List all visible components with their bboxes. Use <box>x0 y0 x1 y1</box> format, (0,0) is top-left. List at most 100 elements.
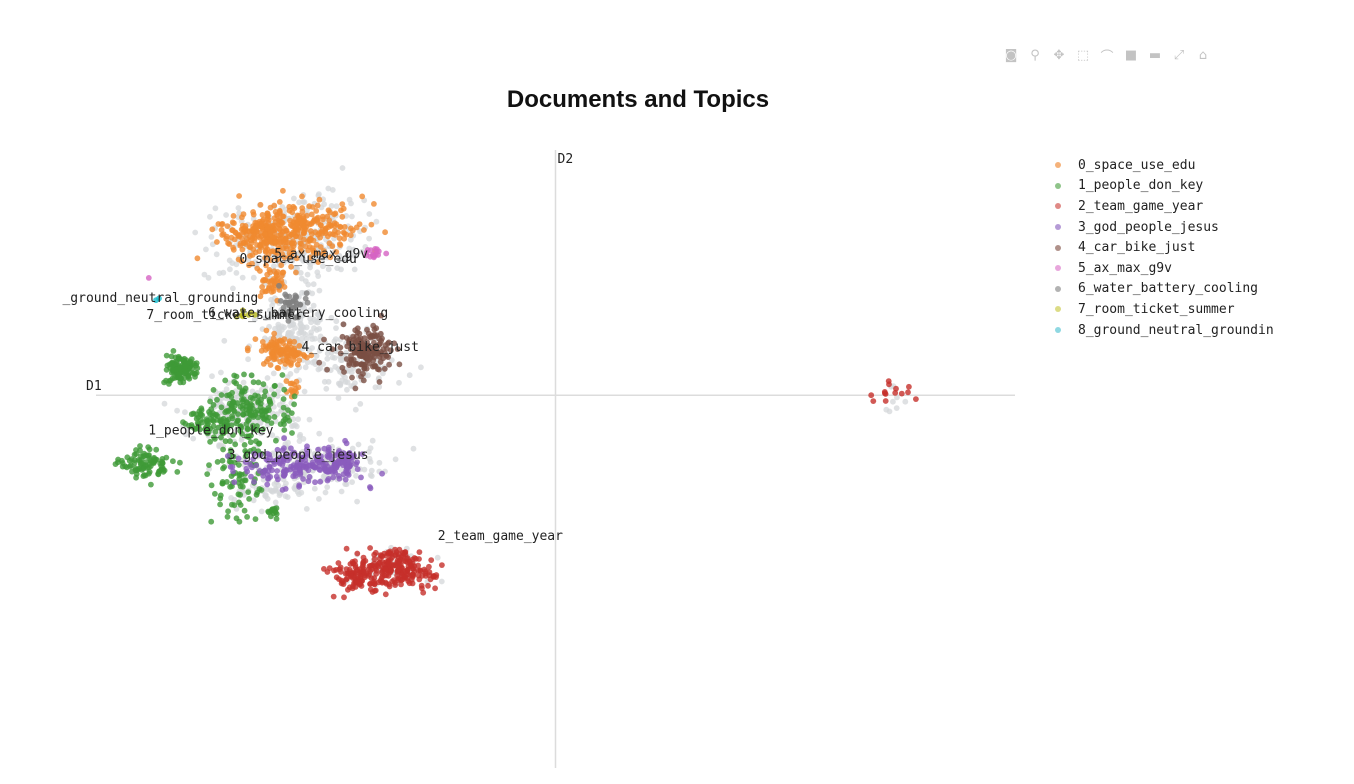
outlier-point[interactable] <box>369 437 376 444</box>
outlier-point[interactable] <box>354 498 360 505</box>
data-point-topic-0[interactable] <box>273 346 279 352</box>
data-point-topic-1[interactable] <box>249 422 256 429</box>
data-point-topic-3[interactable] <box>230 468 236 475</box>
outlier-point[interactable] <box>333 325 339 331</box>
data-point-topic-1[interactable] <box>271 414 278 420</box>
data-point-topic-1[interactable] <box>268 420 275 426</box>
data-point-topic-5[interactable] <box>363 252 370 259</box>
data-point-topic-1[interactable] <box>252 412 258 418</box>
data-point-topic-4[interactable] <box>376 379 383 385</box>
outlier-point[interactable] <box>361 466 368 473</box>
data-point-topic-1[interactable] <box>260 381 267 388</box>
data-point-topic-0[interactable] <box>348 225 354 232</box>
data-point-topic-3[interactable] <box>281 435 287 442</box>
outlier-point[interactable] <box>296 330 303 337</box>
data-point-topic-1[interactable] <box>262 388 269 395</box>
outlier-point[interactable] <box>205 274 212 281</box>
data-point-topic-0[interactable] <box>316 230 323 237</box>
data-point-topic-1[interactable] <box>255 379 262 386</box>
data-point-topic-0[interactable] <box>230 246 237 253</box>
data-point-topic-1[interactable] <box>210 423 217 430</box>
data-point-topic-1[interactable] <box>248 402 255 409</box>
data-point-topic-1[interactable] <box>281 412 287 418</box>
outlier-point[interactable] <box>302 364 309 371</box>
data-point-topic-0[interactable] <box>266 283 273 290</box>
outlier-point[interactable] <box>366 235 372 242</box>
data-point-topic-4[interactable] <box>378 312 385 319</box>
data-point-topic-3[interactable] <box>248 473 254 480</box>
outlier-point[interactable] <box>304 359 311 366</box>
legend-item[interactable]: 1_people_don_key <box>1050 176 1274 197</box>
data-point-topic-3[interactable] <box>358 474 364 481</box>
data-point-topic-0[interactable] <box>286 338 293 345</box>
data-point-topic-1[interactable] <box>227 438 233 445</box>
data-point-topic-2[interactable] <box>388 567 394 574</box>
data-point-topic-1[interactable] <box>242 448 249 454</box>
outlier-point[interactable] <box>883 406 890 413</box>
data-point-topic-1[interactable] <box>244 514 251 520</box>
data-point-topic-3[interactable] <box>305 478 312 485</box>
data-point-topic-2[interactable] <box>415 562 421 569</box>
outlier-point[interactable] <box>347 366 354 373</box>
outlier-point[interactable] <box>349 213 355 220</box>
data-point-topic-1[interactable] <box>187 369 194 376</box>
data-point-topic-0[interactable] <box>272 222 279 229</box>
data-point-topic-2[interactable] <box>347 561 354 567</box>
data-point-topic-0[interactable] <box>264 215 271 222</box>
data-point-topic-4[interactable] <box>380 355 387 362</box>
legend-item[interactable]: 3_god_people_jesus <box>1050 217 1274 238</box>
data-point-topic-2[interactable] <box>378 569 385 576</box>
data-point-topic-0[interactable] <box>359 193 366 200</box>
outlier-point[interactable] <box>349 445 356 452</box>
data-point-topic-5[interactable] <box>367 247 374 254</box>
outlier-point[interactable] <box>226 257 233 264</box>
outlier-point[interactable] <box>230 285 236 292</box>
data-point-topic-0[interactable] <box>314 217 320 224</box>
data-point-topic-3[interactable] <box>336 460 343 466</box>
data-point-topic-2[interactable] <box>379 559 386 566</box>
outlier-point[interactable] <box>233 270 240 276</box>
data-point-topic-3[interactable] <box>231 479 238 486</box>
outlier-point[interactable] <box>372 384 379 391</box>
data-point-topic-1[interactable] <box>281 386 288 393</box>
outlier-point[interactable] <box>292 422 299 428</box>
data-point-topic-2[interactable] <box>367 545 373 551</box>
data-point-topic-0[interactable] <box>313 208 320 214</box>
data-point-topic-4[interactable] <box>396 361 403 368</box>
data-point-topic-1[interactable] <box>208 518 215 525</box>
data-point-topic-2[interactable] <box>346 584 353 591</box>
data-point-topic-1[interactable] <box>231 372 238 379</box>
data-point-topic-0[interactable] <box>250 246 257 253</box>
data-point-topic-2[interactable] <box>341 594 347 601</box>
legend-item[interactable]: 6_water_battery_cooling <box>1050 279 1274 300</box>
data-point-topic-1[interactable] <box>193 370 200 376</box>
data-point-topic-2[interactable] <box>360 554 367 561</box>
data-point-topic-0[interactable] <box>263 327 270 334</box>
outlier-point[interactable] <box>221 337 228 344</box>
data-point-topic-2[interactable] <box>398 581 404 588</box>
data-point-topic-1[interactable] <box>254 423 260 429</box>
data-point-topic-1[interactable] <box>215 424 222 431</box>
outlier-point[interactable] <box>203 246 209 253</box>
data-point-topic-1[interactable] <box>263 408 269 415</box>
data-point-topic-2[interactable] <box>371 556 378 562</box>
data-point-topic-4[interactable] <box>349 374 355 381</box>
data-point-topic-6[interactable] <box>290 305 297 312</box>
data-point-topic-0[interactable] <box>262 244 269 251</box>
data-point-topic-1[interactable] <box>141 450 148 457</box>
data-point-topic-0[interactable] <box>291 345 298 352</box>
data-point-topic-0[interactable] <box>320 216 326 223</box>
data-point-topic-2[interactable] <box>330 593 337 600</box>
data-point-topic-1[interactable] <box>236 384 243 390</box>
outlier-point[interactable] <box>303 336 310 342</box>
data-point-topic-3[interactable] <box>345 472 352 478</box>
data-point-topic-1[interactable] <box>204 417 211 424</box>
data-point-topic-0[interactable] <box>272 239 279 246</box>
outlier-point[interactable] <box>239 274 246 281</box>
data-point-topic-4[interactable] <box>376 341 382 348</box>
data-point-topic-1[interactable] <box>161 379 168 386</box>
data-point-topic-5[interactable] <box>383 250 390 257</box>
data-point-topic-2[interactable] <box>886 381 892 388</box>
data-point-topic-6[interactable] <box>292 292 299 299</box>
outlier-point[interactable] <box>296 199 302 206</box>
